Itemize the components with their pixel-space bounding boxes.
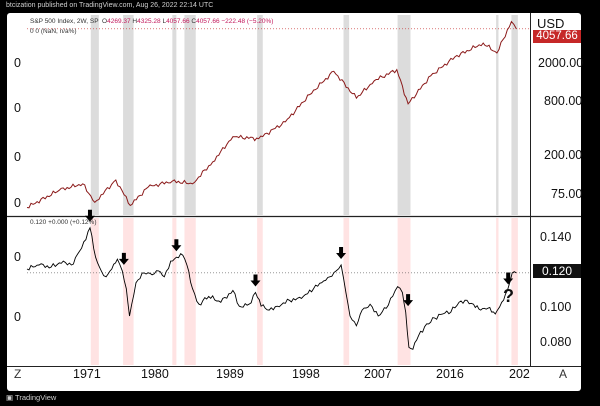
- ratio-tick-label: 0.080: [540, 335, 572, 349]
- zoom-left-button[interactable]: Z: [14, 367, 22, 381]
- recession-band: [496, 218, 499, 365]
- ratio-legend: 0.120 +0.000 (+0.12%): [30, 219, 97, 226]
- down-arrow-annotation: [118, 252, 129, 265]
- x-tick-label: 1998: [292, 367, 320, 381]
- recession-band: [511, 15, 518, 215]
- currency-label: USD: [537, 16, 565, 31]
- left-axis-label: 0: [14, 150, 21, 164]
- recession-band: [511, 218, 518, 365]
- left-axis-label: 0: [14, 196, 21, 210]
- last-ratio-tag: 0.120: [533, 264, 581, 278]
- recession-band: [123, 218, 134, 365]
- left-axis-label: 0: [14, 250, 21, 264]
- recession-band: [343, 218, 350, 365]
- x-tick-label: 1980: [141, 367, 169, 381]
- recession-band: [496, 15, 499, 215]
- low-label: L: [162, 18, 167, 25]
- down-arrow-annotation: [84, 209, 95, 222]
- recession-band: [257, 218, 263, 365]
- price-tick-label: 75.00: [551, 187, 583, 201]
- left-axis-label: 0: [14, 101, 21, 115]
- chart-panel[interactable]: [7, 13, 581, 391]
- recession-band: [184, 218, 196, 365]
- question-mark-annotation: ?: [503, 286, 514, 306]
- ratio-tick-label: 0.100: [540, 300, 572, 314]
- x-tick-label: 2007: [364, 367, 392, 381]
- recession-band: [172, 218, 177, 365]
- recession-band: [397, 15, 411, 215]
- last-price-tag: 4057.66: [533, 30, 581, 43]
- brand-text: TradingView: [15, 393, 57, 402]
- low-value: 4057.66: [166, 18, 190, 25]
- left-axis-label: 0: [14, 56, 21, 70]
- tradingview-brand: ▣ TradingView: [6, 393, 56, 402]
- symbol-label[interactable]: S&P 500 Index, 2W, SP: [30, 18, 99, 25]
- close-value: 4057.66: [196, 18, 220, 25]
- recession-band: [257, 15, 263, 215]
- sp500-price-line: [26, 20, 517, 209]
- down-arrow-annotation: [403, 294, 414, 307]
- recession-band: [123, 15, 134, 215]
- recession-band: [184, 15, 196, 215]
- high-label: H: [132, 18, 138, 25]
- recession-band: [90, 218, 99, 365]
- change-value: −222.48 (−5.20%): [221, 18, 274, 25]
- x-tick-label: 1971: [73, 367, 101, 381]
- price-legend: S&P 500 Index, 2W, SP O4269.37 H4325.28 …: [30, 18, 273, 25]
- high-value: 4325.28: [137, 18, 161, 25]
- price-tick-label: 200.00: [544, 148, 583, 162]
- recession-band: [343, 15, 350, 215]
- ratio-tick-label: 0.140: [540, 230, 572, 244]
- x-tick-label: 1989: [216, 367, 244, 381]
- open-label: O: [102, 18, 108, 25]
- close-label: C: [191, 18, 197, 25]
- secondary-legend: 0 0 (NaN, n/a%): [30, 28, 77, 35]
- down-arrow-annotation: [336, 247, 347, 260]
- price-tick-label: 2000.00: [538, 56, 584, 70]
- chart-canvas[interactable]: [7, 13, 581, 391]
- down-arrow-annotation: [250, 274, 261, 287]
- recession-band: [90, 15, 99, 215]
- auto-scale-button[interactable]: A: [559, 367, 568, 381]
- publisher-caption: btcization published on TradingView.com,…: [6, 2, 214, 9]
- ratio-line: [26, 226, 517, 350]
- price-tick-label: 800.00: [544, 94, 583, 108]
- down-arrow-annotation: [171, 239, 182, 252]
- x-tick-label: 2016: [436, 367, 464, 381]
- open-value: 4269.37: [107, 18, 131, 25]
- left-axis-label: 0: [14, 310, 21, 324]
- tradingview-logo-icon: ▣: [6, 393, 14, 402]
- x-tick-label: 202: [509, 367, 530, 381]
- recession-band: [172, 15, 177, 215]
- down-arrow-annotation: [503, 272, 514, 285]
